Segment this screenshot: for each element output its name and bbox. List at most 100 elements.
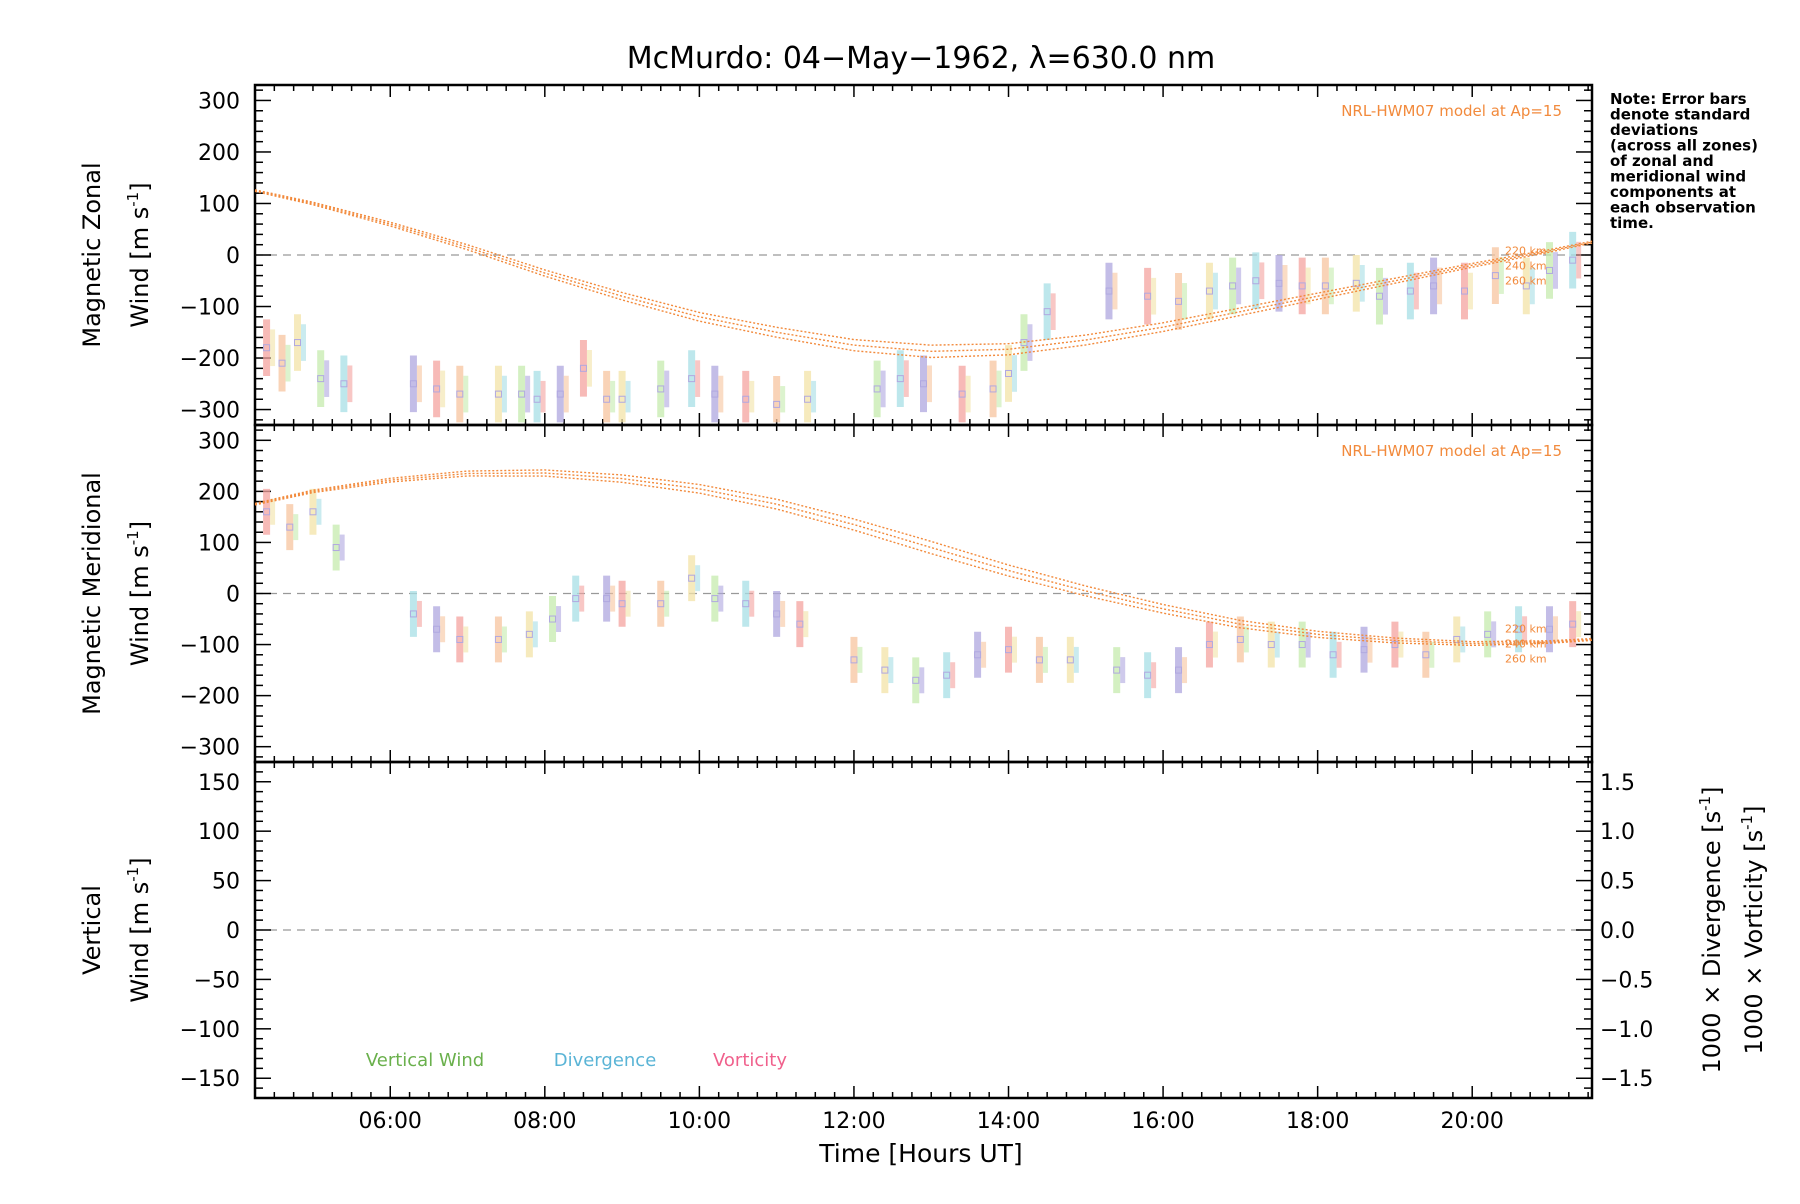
observation-point: [518, 390, 526, 398]
observation-point: [896, 375, 904, 383]
y-axis-title-line2-main: Wind [m s: [126, 882, 154, 1003]
observation-point: [688, 375, 696, 383]
observation-point: [1515, 625, 1523, 633]
observation-point: [556, 390, 564, 398]
note-line: meridional wind: [1610, 168, 1746, 186]
model-label: NRL-HWM07 model at Ap=15: [1341, 442, 1562, 460]
observation-point: [278, 359, 286, 367]
y-axis-title-line2: Wind [m s-1]: [124, 857, 154, 1002]
y-tick-label: −200: [180, 685, 240, 710]
y-tick-label: 100: [198, 531, 240, 556]
note-line: deviations: [1610, 121, 1698, 139]
observation-point: [1406, 287, 1414, 295]
right-tick-label: −1.5: [1600, 1067, 1653, 1092]
observation-point: [1252, 277, 1260, 285]
right-tick-label: 1.5: [1600, 771, 1635, 796]
observation-point: [317, 375, 325, 383]
y-tick-label: 100: [198, 820, 240, 845]
y-tick-label: 200: [198, 141, 240, 166]
observation-point: [533, 395, 541, 403]
observation-point: [1375, 292, 1383, 300]
model-label: NRL-HWM07 model at Ap=15: [1341, 102, 1562, 120]
observation-point: [1545, 625, 1553, 633]
legend-entry: Divergence: [554, 1050, 657, 1071]
observation-point: [796, 620, 804, 628]
observation-point: [711, 390, 719, 398]
x-tick-label: 12:00: [822, 1109, 885, 1134]
observation-point: [1460, 287, 1468, 295]
observation-point: [773, 400, 781, 408]
model-curve: [254, 190, 1593, 359]
y-tick-label: −100: [180, 1018, 240, 1043]
model-curve: [254, 189, 1593, 353]
observation-point: [804, 395, 812, 403]
y-axis-title-line2-sup: -1: [124, 530, 142, 545]
y-tick-label: −200: [180, 347, 240, 372]
observation-point: [433, 625, 441, 633]
y-axis-title-line2-sup: -1: [124, 192, 142, 207]
observation-point: [1113, 666, 1121, 674]
y-tick-label: 0: [226, 583, 240, 608]
observation-point: [742, 395, 750, 403]
observation-point: [943, 671, 951, 679]
observation-point: [456, 390, 464, 398]
right-tick-label: 0.0: [1600, 919, 1635, 944]
observation-point: [603, 395, 611, 403]
model-curve: [254, 475, 1593, 647]
observation-point: [1453, 635, 1461, 643]
x-tick-label: 08:00: [513, 1109, 576, 1134]
altitude-label: 240 km: [1505, 259, 1547, 272]
y-axis-title-line2-close: ]: [126, 182, 154, 191]
observation-point: [881, 666, 889, 674]
observation-point: [456, 635, 464, 643]
observation-point: [525, 630, 533, 638]
observation-point: [1236, 635, 1244, 643]
right-tick-label: −0.5: [1600, 968, 1653, 993]
y-tick-label: −100: [180, 634, 240, 659]
observation-point: [773, 610, 781, 618]
observation-point: [1422, 651, 1430, 659]
y-axis-title-line2-close: ]: [126, 857, 154, 866]
observation-point: [974, 651, 982, 659]
observation-point: [688, 574, 696, 582]
model-curve: [254, 189, 1593, 346]
observation-point: [618, 600, 626, 608]
observation-point: [340, 380, 348, 388]
y-axis-title-line2: Wind [m s-1]: [124, 521, 154, 666]
observation-point: [1491, 272, 1499, 280]
observation-point: [1144, 671, 1152, 679]
right-axis-title-divergence: 1000 × Divergence [s-1]: [1696, 786, 1726, 1073]
right-axis-title-divergence-close: ]: [1698, 786, 1726, 795]
observation-point: [873, 385, 881, 393]
altitude-label: 220 km: [1505, 244, 1547, 257]
y-axis-title-line2-main: Wind [m s: [126, 545, 154, 666]
observation-point: [850, 656, 858, 664]
observation-point: [920, 380, 927, 388]
observation-point: [433, 385, 441, 393]
observation-point: [1229, 282, 1237, 290]
y-tick-label: −50: [194, 968, 240, 993]
observation-point: [579, 364, 587, 372]
y-axis-title-line2: Wind [m s-1]: [124, 182, 154, 327]
observation-point: [1175, 297, 1183, 305]
observation-point: [603, 595, 611, 603]
right-axis-title-vorticity-main: 1000 × Vorticity [s: [1740, 830, 1768, 1055]
note-line: of zonal and: [1610, 152, 1714, 170]
y-axis-title-line1: Magnetic Meridional: [78, 472, 106, 715]
y-axis-title-line2-sup: -1: [124, 867, 142, 882]
observation-point: [989, 385, 997, 393]
observation-point: [1267, 641, 1275, 649]
x-tick-label: 06:00: [359, 1109, 422, 1134]
observation-point: [1298, 641, 1306, 649]
y-tick-label: −300: [180, 399, 240, 424]
note-line: each observation: [1610, 199, 1756, 217]
observation-point: [1545, 266, 1553, 274]
observation-point: [618, 395, 626, 403]
observation-point: [1569, 256, 1577, 264]
note-line: (across all zones): [1610, 137, 1758, 155]
observation-point: [742, 600, 750, 608]
altitude-label: 260 km: [1505, 274, 1547, 287]
y-tick-label: 300: [198, 89, 240, 114]
